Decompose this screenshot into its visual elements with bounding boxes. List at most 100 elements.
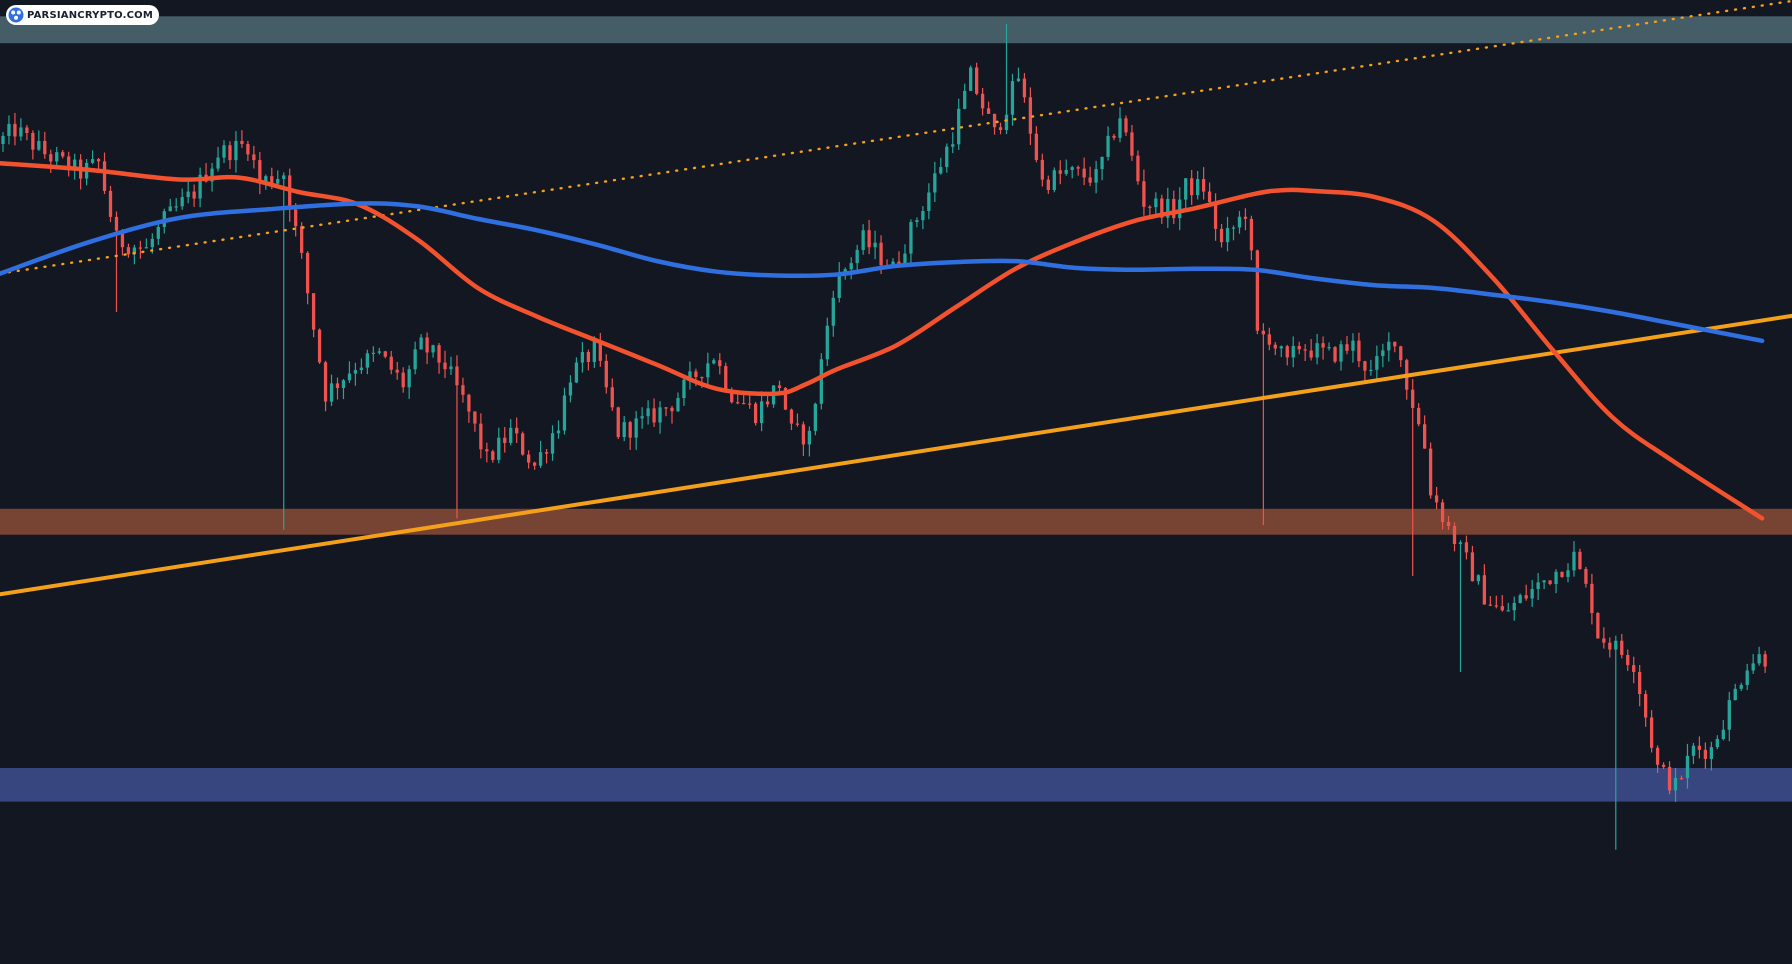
- candle-body: [210, 168, 214, 182]
- candle: [335, 377, 340, 400]
- candle-body: [622, 422, 626, 438]
- candle-body: [1303, 349, 1307, 351]
- candle: [1136, 150, 1140, 185]
- candle-body: [592, 341, 596, 363]
- candle-body: [1661, 764, 1666, 767]
- candle: [789, 408, 794, 431]
- candle: [413, 341, 417, 375]
- candle: [1685, 743, 1690, 789]
- candle: [1076, 165, 1080, 176]
- candle-body: [556, 430, 561, 434]
- candle-body: [288, 175, 292, 210]
- candle: [1626, 649, 1630, 671]
- candle-body: [473, 411, 477, 424]
- candle-body: [1470, 552, 1475, 582]
- candle-body: [1685, 755, 1690, 779]
- candle: [174, 198, 178, 212]
- candle: [198, 167, 202, 208]
- candle: [676, 392, 680, 412]
- candle: [580, 342, 585, 373]
- candle-body: [873, 242, 877, 248]
- candle-body: [515, 427, 519, 434]
- candle-body: [849, 263, 853, 270]
- candle-body: [276, 178, 280, 184]
- candle: [1566, 563, 1570, 583]
- candle-body: [682, 379, 686, 399]
- candle-body: [1046, 179, 1050, 191]
- candle: [1339, 340, 1343, 371]
- candle: [1178, 187, 1182, 231]
- candle-body: [1148, 206, 1152, 208]
- candle: [873, 230, 877, 260]
- candle-body: [282, 175, 286, 179]
- candle-body: [974, 67, 979, 94]
- candle: [1697, 736, 1702, 759]
- candle: [825, 317, 829, 366]
- candle-body: [180, 197, 184, 207]
- candle: [1524, 584, 1528, 601]
- candle: [521, 431, 525, 456]
- candle-body: [1649, 717, 1654, 748]
- candle: [407, 365, 411, 399]
- candle-body: [1679, 778, 1684, 780]
- candle: [1745, 663, 1749, 691]
- candle: [1082, 157, 1086, 186]
- candle: [1231, 225, 1236, 241]
- candle: [1757, 646, 1761, 666]
- candle-body: [467, 394, 471, 412]
- candle: [969, 65, 973, 91]
- candle: [646, 400, 650, 425]
- candle-body: [341, 380, 346, 389]
- candle-body: [1608, 642, 1612, 650]
- candle-body: [1464, 542, 1469, 553]
- candle-body: [980, 93, 985, 109]
- candle: [311, 293, 316, 338]
- rising-trendline: [0, 313, 1792, 597]
- candle-body: [927, 192, 931, 212]
- candle-body: [305, 252, 310, 294]
- candle-body: [897, 261, 901, 264]
- candle-body: [1655, 747, 1660, 765]
- candle-body: [413, 349, 417, 370]
- candle-body: [7, 123, 11, 136]
- candle-body: [1428, 448, 1433, 496]
- candle-body: [1172, 198, 1176, 219]
- candle-body: [61, 152, 65, 157]
- candle-body: [1369, 369, 1373, 372]
- candle: [353, 362, 358, 386]
- candle-body: [813, 403, 818, 431]
- candle: [939, 157, 943, 175]
- candle: [341, 379, 346, 400]
- candle-body: [192, 191, 196, 199]
- candle: [1614, 635, 1618, 850]
- candle-body: [311, 293, 316, 330]
- candle-body: [1626, 654, 1630, 666]
- candle: [1016, 67, 1021, 83]
- candle-body: [371, 352, 375, 354]
- candle-body: [574, 362, 579, 383]
- candle: [1644, 690, 1648, 727]
- candle: [1184, 178, 1188, 212]
- candle: [1040, 153, 1044, 187]
- candle-body: [1154, 198, 1158, 208]
- candle: [132, 244, 137, 265]
- candle: [688, 361, 692, 390]
- candle: [1464, 535, 1469, 560]
- candle: [1148, 205, 1152, 216]
- candle-body: [323, 362, 328, 402]
- candle: [544, 449, 549, 464]
- candle-body: [759, 401, 764, 424]
- candle-body: [742, 402, 746, 405]
- candle: [479, 413, 483, 459]
- candle: [753, 401, 758, 426]
- candle-body: [1393, 341, 1397, 347]
- candle-body: [1040, 159, 1044, 180]
- candle-body: [1112, 135, 1116, 138]
- candle: [1751, 654, 1755, 674]
- candle: [574, 357, 579, 384]
- candle: [1225, 216, 1230, 252]
- parsiancrypto-logo-icon: [8, 7, 24, 23]
- candle: [317, 328, 322, 364]
- candle-body: [640, 416, 644, 419]
- candle-body: [108, 190, 113, 217]
